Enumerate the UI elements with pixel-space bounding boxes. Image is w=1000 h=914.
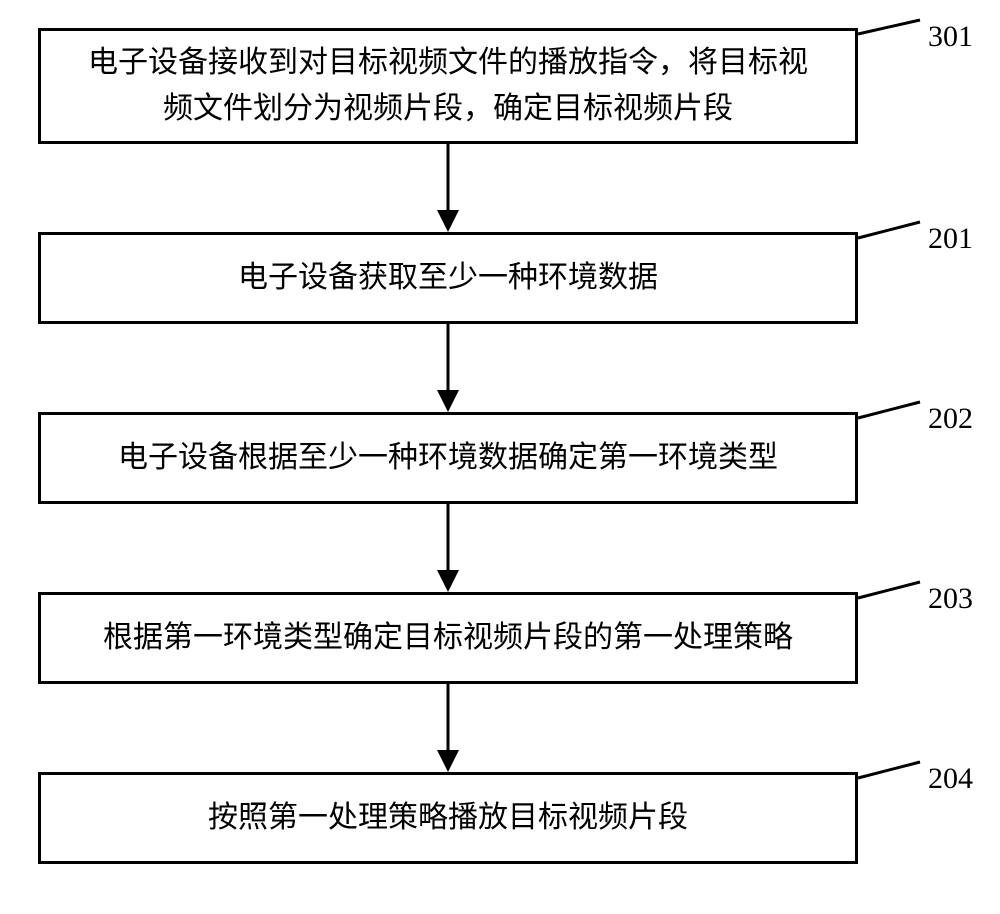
flowchart-canvas: 电子设备接收到对目标视频文件的播放指令，将目标视 频文件划分为视频片段，确定目标… — [0, 0, 1000, 914]
flow-step-203: 根据第一环境类型确定目标视频片段的第一处理策略 — [38, 592, 858, 684]
step-number-204: 204 — [928, 762, 973, 796]
flow-step-202-text: 电子设备根据至少一种环境数据确定第一环境类型 — [118, 435, 778, 482]
flow-step-202: 电子设备根据至少一种环境数据确定第一环境类型 — [38, 412, 858, 504]
step-number-203: 203 — [928, 582, 973, 616]
step-number-301: 301 — [928, 20, 973, 54]
flow-step-301-text: 电子设备接收到对目标视频文件的播放指令，将目标视 频文件划分为视频片段，确定目标… — [88, 40, 808, 133]
flow-step-301: 电子设备接收到对目标视频文件的播放指令，将目标视 频文件划分为视频片段，确定目标… — [38, 28, 858, 144]
flow-step-201: 电子设备获取至少一种环境数据 — [38, 232, 858, 324]
flow-step-204-text: 按照第一处理策略播放目标视频片段 — [208, 795, 688, 842]
flow-step-201-text: 电子设备获取至少一种环境数据 — [238, 255, 658, 302]
step-number-201: 201 — [928, 222, 973, 256]
flow-step-204: 按照第一处理策略播放目标视频片段 — [38, 772, 858, 864]
flow-step-203-text: 根据第一环境类型确定目标视频片段的第一处理策略 — [103, 615, 793, 662]
step-number-202: 202 — [928, 402, 973, 436]
